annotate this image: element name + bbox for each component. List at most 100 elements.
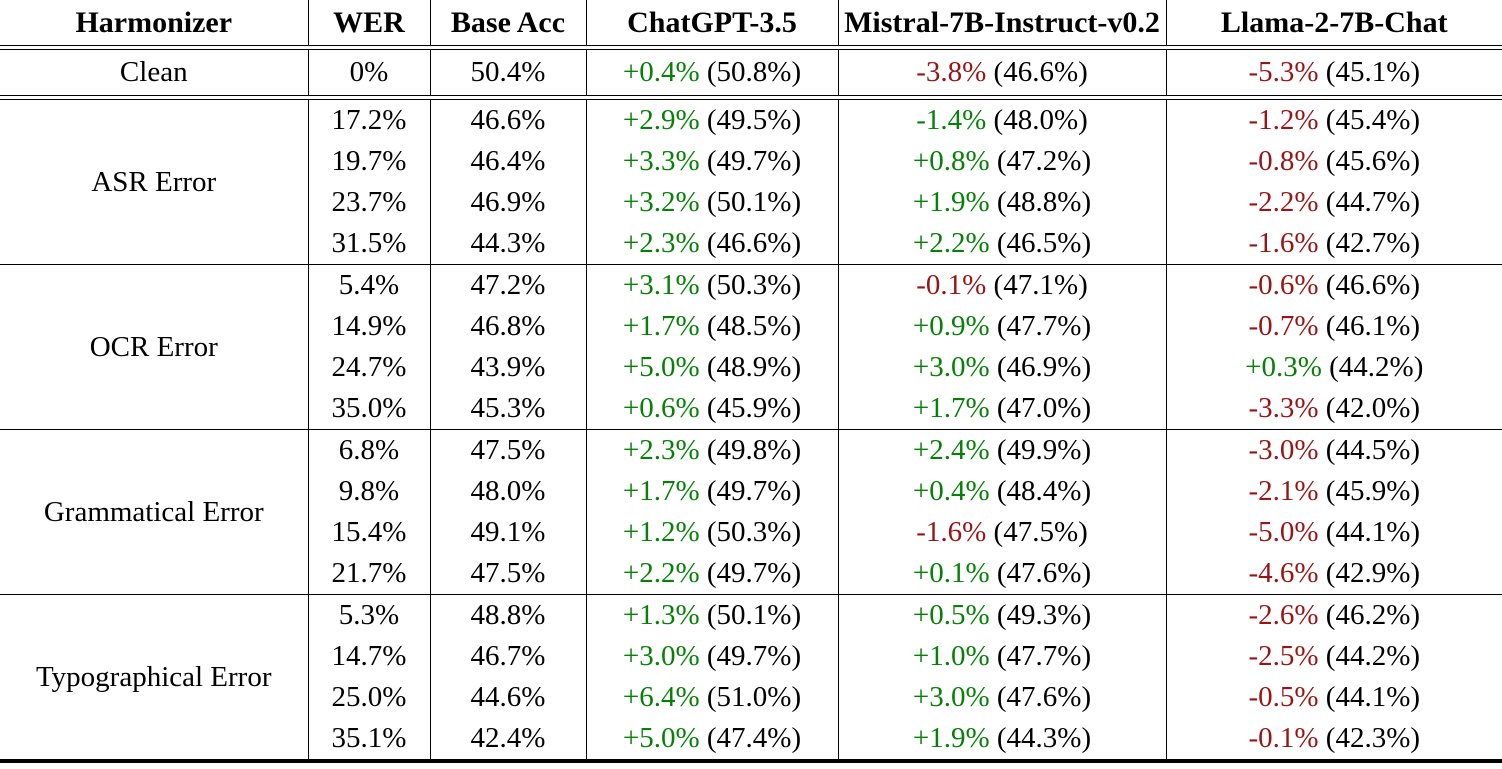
accuracy-value: (49.7%)	[699, 557, 802, 589]
llama-cell: -0.7% (46.1%)	[1165, 306, 1502, 347]
header-double-rule	[0, 45, 1502, 50]
delta-value: +0.5%	[912, 599, 990, 631]
chatgpt-cell: +3.3% (49.7%)	[585, 141, 838, 182]
accuracy-value: (47.6%)	[989, 681, 1092, 713]
accuracy-value: (46.9%)	[989, 351, 1092, 383]
accuracy-value: (44.2%)	[1321, 351, 1424, 383]
accuracy-value: (49.7%)	[699, 145, 802, 177]
accuracy-value: (49.9%)	[989, 434, 1092, 466]
base-acc-cell: 49.1%	[429, 512, 586, 553]
llama-cell: -1.2% (45.4%)	[1165, 99, 1502, 141]
llama-cell: -0.6% (46.6%)	[1165, 264, 1502, 306]
table-row: Typographical Error 5.3% 48.8% +1.3% (50.1%…	[0, 594, 1502, 761]
delta-value: +0.3%	[1245, 351, 1322, 383]
accuracy-value: (50.8%)	[699, 56, 802, 88]
base-acc-cell: 46.4%	[429, 141, 586, 182]
group-label: Typographical Error	[0, 594, 308, 761]
chatgpt-cell: +5.0% (48.9%)	[585, 347, 838, 388]
delta-value: -1.6%	[916, 516, 987, 548]
table-row: 21.7% 47.5% +2.2% (49.7%) +0.1% (47.6%) -4.6…	[0, 553, 1502, 595]
table-row: 14.9% 46.8% +1.7% (48.5%) +0.9% (47.7%) -0.7…	[0, 306, 1502, 347]
base-acc-cell: 46.9%	[429, 182, 586, 223]
accuracy-value: (47.4%)	[699, 722, 802, 754]
table-row: 23.7% 46.9% +3.2% (50.1%) +1.9% (48.8%) -2.2…	[0, 182, 1502, 223]
chatgpt-cell: +5.0% (47.4%)	[585, 718, 838, 761]
wer-cell: 25.0%	[307, 677, 430, 718]
delta-value: -3.0%	[1248, 434, 1319, 466]
chatgpt-cell: +2.3% (46.6%)	[585, 223, 838, 265]
delta-value: -0.1%	[1248, 722, 1319, 754]
delta-value: +0.4%	[912, 475, 990, 507]
delta-value: +1.9%	[912, 186, 990, 218]
table-row: 31.5% 44.3% +2.3% (46.6%) +2.2% (46.5%) -1.6…	[0, 223, 1502, 265]
mistral-cell: +0.9% (47.7%)	[837, 306, 1166, 347]
delta-value: -5.3%	[1248, 56, 1319, 88]
delta-value: +0.8%	[912, 145, 990, 177]
base-acc-cell: 42.4%	[429, 718, 586, 761]
wer-cell: 19.7%	[307, 141, 430, 182]
clean-double-rule-line	[0, 95, 1502, 100]
accuracy-value: (44.1%)	[1318, 516, 1421, 548]
base-acc-cell: 44.3%	[429, 223, 586, 265]
wer-cell: 14.7%	[307, 636, 430, 677]
accuracy-value: (50.1%)	[699, 186, 802, 218]
llama-cell: +0.3% (44.2%)	[1165, 347, 1502, 388]
header-row: Harmonizer WER Base Acc ChatGPT-3.5 Mist…	[0, 0, 1502, 46]
delta-value: -2.5%	[1248, 640, 1319, 672]
delta-value: +5.0%	[622, 722, 700, 754]
delta-value: +1.7%	[622, 310, 700, 342]
mistral-cell: +1.0% (47.7%)	[837, 636, 1166, 677]
delta-value: +1.7%	[912, 392, 990, 424]
delta-value: +1.0%	[912, 640, 990, 672]
delta-value: +3.3%	[622, 145, 700, 177]
llama-cell: -2.5% (44.2%)	[1165, 636, 1502, 677]
accuracy-value: (49.7%)	[699, 640, 802, 672]
accuracy-value: (46.6%)	[1318, 269, 1421, 301]
accuracy-value: (42.3%)	[1318, 722, 1421, 754]
base-acc-cell: 43.9%	[429, 347, 586, 388]
accuracy-value: (47.6%)	[989, 557, 1092, 589]
chatgpt-cell: +0.6% (45.9%)	[585, 388, 838, 430]
delta-value: +0.1%	[912, 557, 990, 589]
chatgpt-cell: +3.1% (50.3%)	[585, 264, 838, 306]
delta-value: +1.7%	[622, 475, 700, 507]
base-acc-cell: 48.0%	[429, 471, 586, 512]
wer-cell: 6.8%	[307, 429, 430, 471]
accuracy-value: (48.0%)	[986, 104, 1088, 136]
accuracy-value: (47.1%)	[986, 269, 1088, 301]
delta-value: -2.2%	[1248, 186, 1319, 218]
delta-value: +1.3%	[622, 599, 700, 631]
delta-value: +0.6%	[622, 392, 700, 424]
accuracy-value: (50.3%)	[699, 269, 802, 301]
wer-cell: 31.5%	[307, 223, 430, 265]
accuracy-value: (44.7%)	[1318, 186, 1421, 218]
wer-cell: 15.4%	[307, 512, 430, 553]
wer-cell: 14.9%	[307, 306, 430, 347]
table-row: Grammatical Error 6.8% 47.5% +2.3% (49.8%) +…	[0, 429, 1502, 595]
delta-value: +2.3%	[622, 227, 700, 259]
results-table-body: Clean 0% 50.4% +0.4% (50.8%) -3.8% (46.6%) -5…	[0, 45, 1502, 765]
column-header-llama: Llama-2-7B-Chat	[1165, 0, 1502, 46]
mistral-cell: +0.4% (48.4%)	[837, 471, 1166, 512]
accuracy-value: (45.4%)	[1318, 104, 1421, 136]
delta-value: -3.8%	[916, 56, 987, 88]
chatgpt-cell: +3.0% (49.7%)	[585, 636, 838, 677]
delta-value: +2.2%	[622, 557, 700, 589]
group-label: OCR Error	[0, 264, 308, 430]
chatgpt-cell: +1.2% (50.3%)	[585, 512, 838, 553]
column-header-wer: WER	[307, 0, 430, 46]
delta-value: +3.0%	[912, 681, 990, 713]
accuracy-value: (42.0%)	[1318, 392, 1421, 424]
column-header-mistral: Mistral-7B-Instruct-v0.2	[837, 0, 1166, 46]
bottom-thick-rule	[0, 759, 1502, 765]
llama-cell: -0.1% (42.3%)	[1165, 718, 1502, 761]
delta-value: -1.2%	[1248, 104, 1319, 136]
base-acc-cell: 46.8%	[429, 306, 586, 347]
accuracy-value: (45.1%)	[1318, 56, 1421, 88]
accuracy-value: (42.7%)	[1318, 227, 1421, 259]
accuracy-value: (50.3%)	[699, 516, 802, 548]
table-row: 15.4% 49.1% +1.2% (50.3%) -1.6% (47.5%) -5.0…	[0, 512, 1502, 553]
column-header-base-acc: Base Acc	[429, 0, 586, 46]
base-acc-cell: 46.7%	[429, 636, 586, 677]
